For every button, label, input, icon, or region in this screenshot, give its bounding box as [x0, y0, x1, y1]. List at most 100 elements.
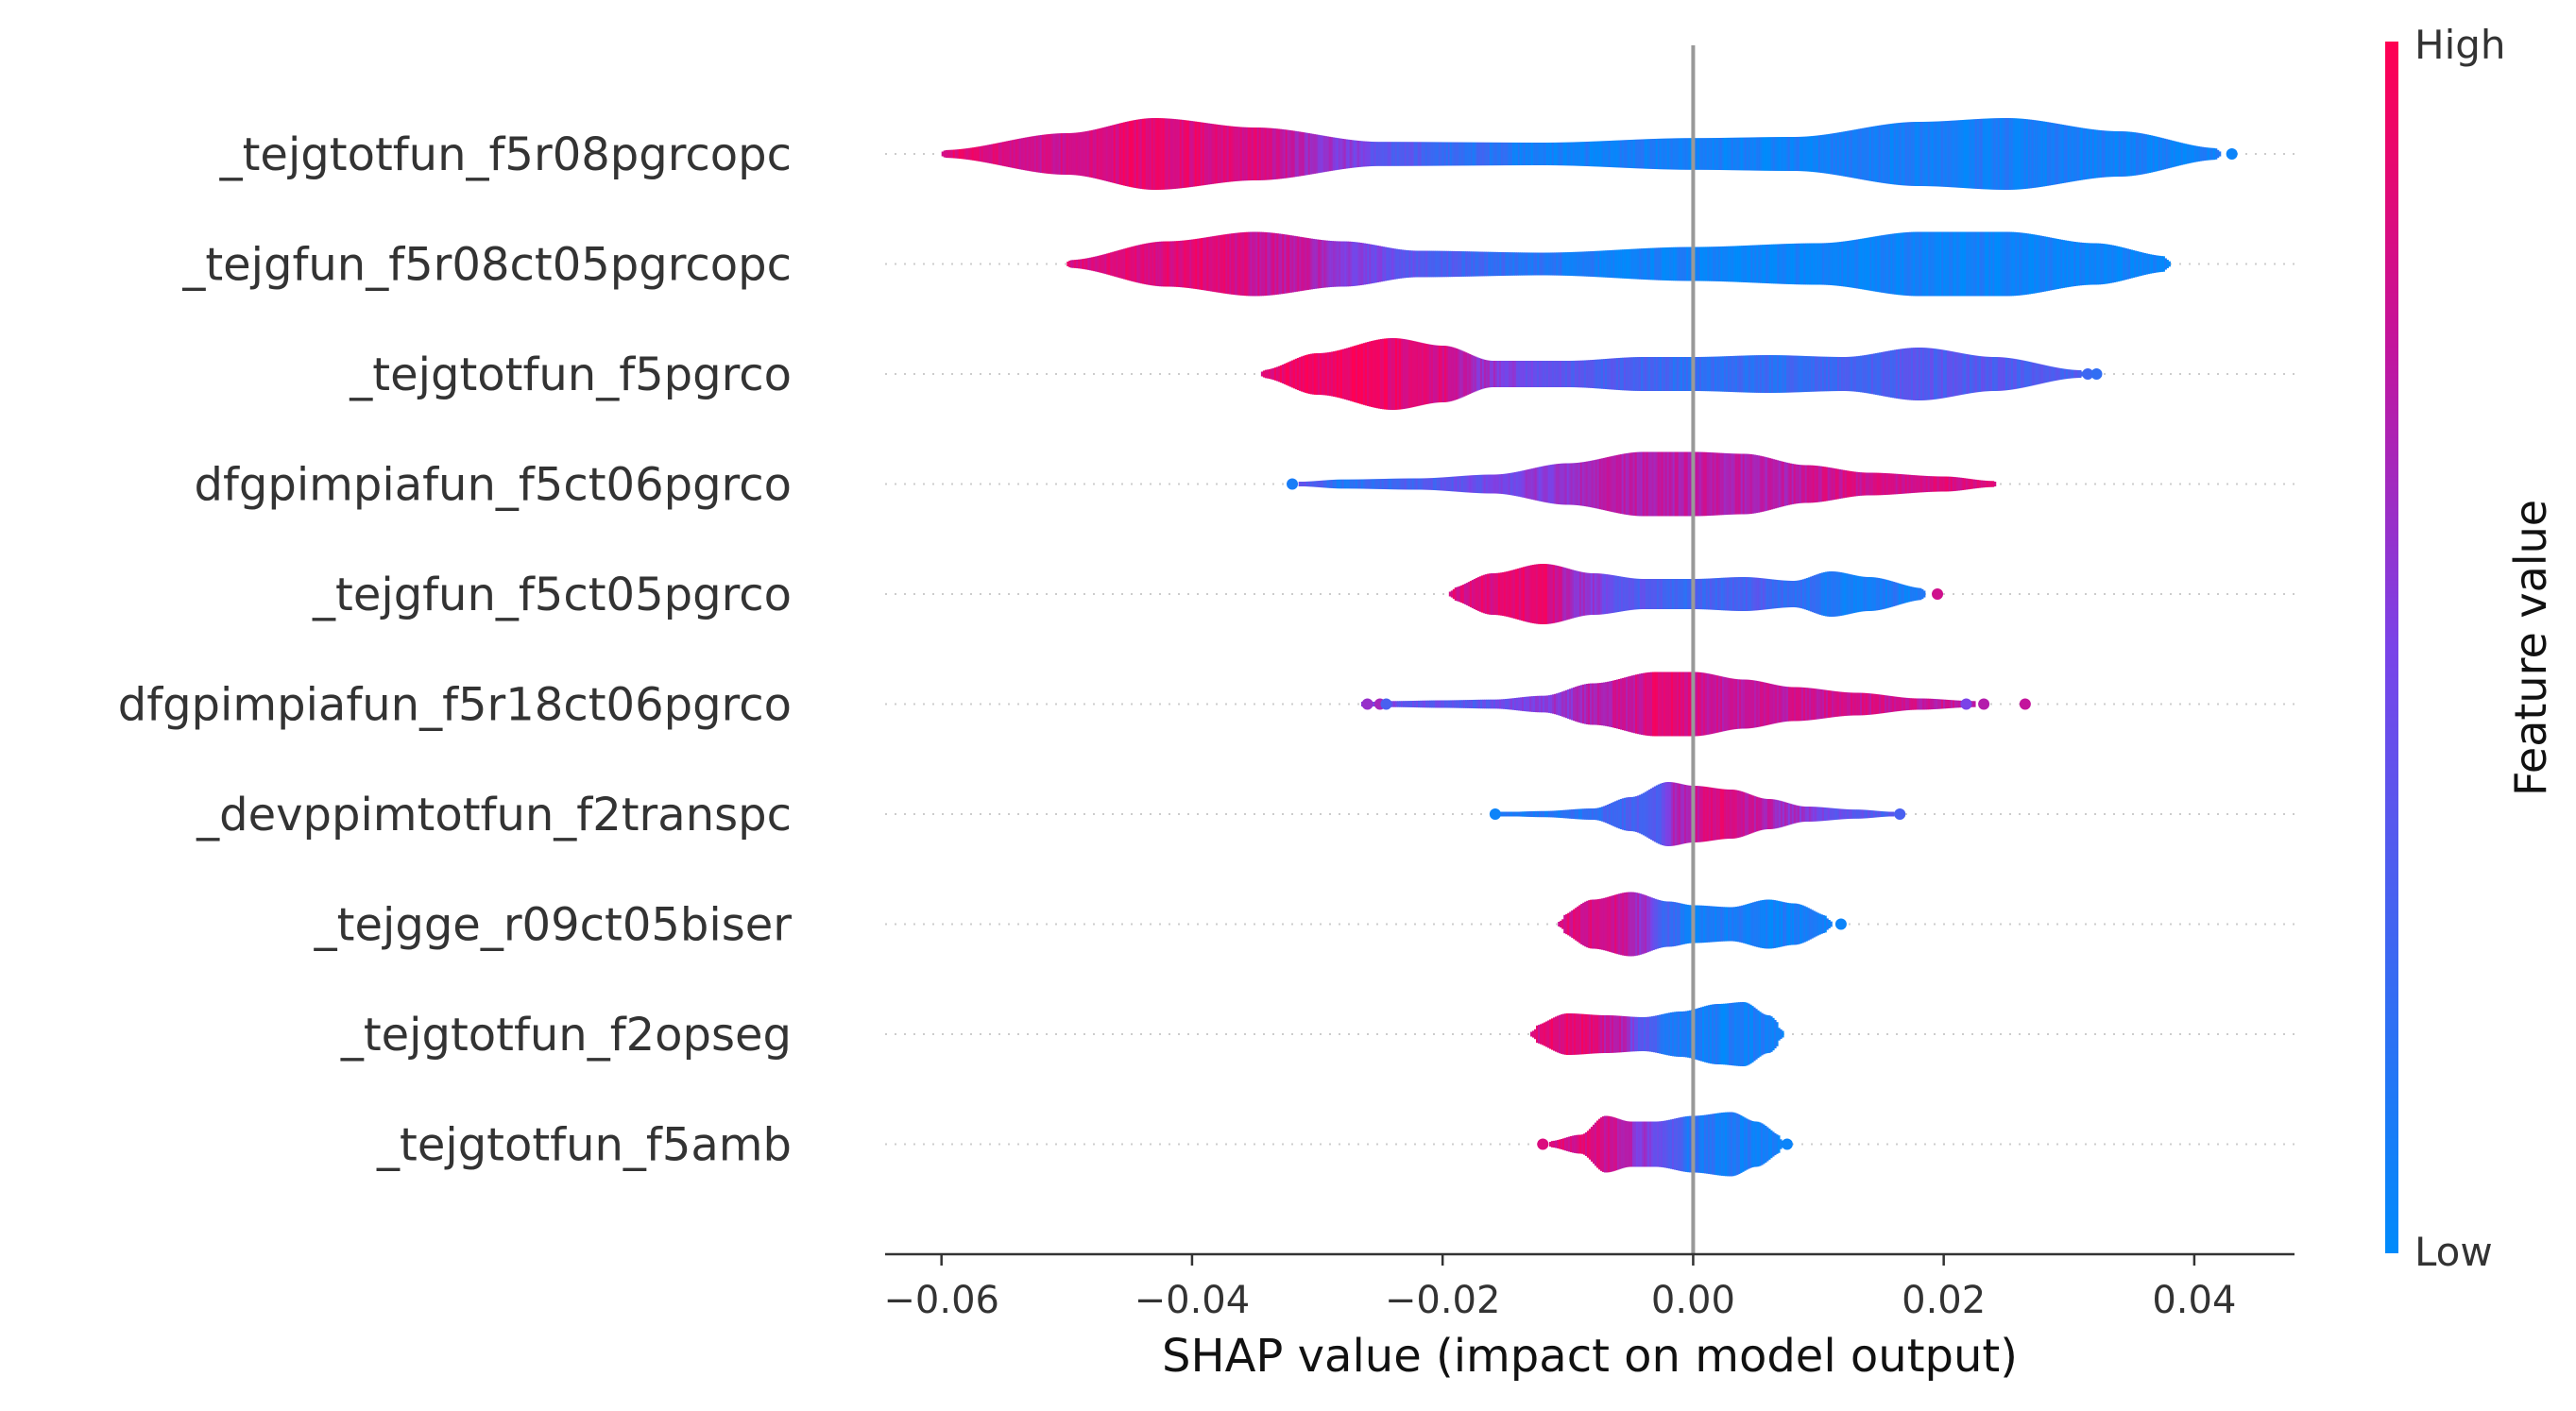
violin-strip	[1808, 465, 1812, 503]
violin-strip	[1695, 1009, 1697, 1060]
violin-strip	[1973, 231, 1976, 297]
violin-strip	[1220, 125, 1224, 183]
violin-strip	[1322, 480, 1326, 488]
violin-strip	[1188, 120, 1192, 188]
violin-strip	[1633, 892, 1636, 957]
violin-strip	[1853, 809, 1857, 819]
violin-strip	[1629, 452, 1632, 516]
violin-strip	[2107, 130, 2110, 178]
violin-strip	[1449, 142, 1453, 166]
violin-strip	[1596, 808, 1600, 821]
violin-strip	[2146, 134, 2150, 174]
violin-strip	[1612, 894, 1615, 954]
violin-strip	[1768, 799, 1772, 829]
violin-strip	[1993, 482, 1997, 486]
violin-strip	[1160, 118, 1164, 190]
violin-strip	[2022, 232, 2025, 296]
violin-strip	[1712, 356, 1715, 392]
violin-strip	[1595, 359, 1598, 389]
violin-strip	[1904, 474, 1908, 494]
violin-strip	[1734, 355, 1738, 393]
violin-strip	[1502, 142, 1506, 166]
violin-strip	[1904, 122, 1908, 186]
violin-strip	[1168, 118, 1171, 190]
violin-strip	[1725, 789, 1729, 840]
violin-strip	[1562, 809, 1566, 819]
violin-strip	[1552, 252, 1555, 276]
violin-strip	[1806, 136, 1810, 172]
violin-strip	[1821, 807, 1825, 822]
violin-strip	[1577, 1134, 1580, 1154]
violin-strip	[1559, 810, 1562, 818]
violin-strip	[1419, 700, 1423, 708]
violin-strip	[1868, 472, 1872, 496]
violin-strip	[1332, 479, 1336, 489]
violin-strip	[1605, 897, 1608, 951]
violin-strip	[1499, 572, 1503, 616]
violin-strip	[1333, 241, 1336, 287]
colorbar-title: Feature value	[2505, 500, 2556, 796]
violin-strip	[1857, 692, 1861, 716]
violin-strip	[1600, 807, 1604, 822]
violin-strip	[2107, 244, 2110, 284]
violin-strip	[1733, 1113, 1737, 1176]
violin-strip	[1498, 361, 1502, 387]
violin-strip	[1241, 127, 1245, 181]
violin-strip	[1606, 457, 1610, 511]
violin-strip	[2099, 129, 2103, 178]
violin-strip	[1449, 700, 1453, 708]
violin-strip	[2014, 118, 2018, 190]
violin-strip	[1910, 122, 1914, 186]
violin-strip	[1432, 700, 1436, 708]
violin-strip	[1891, 123, 1895, 185]
violin-strip	[1917, 587, 1920, 601]
violin-strip	[1766, 899, 1768, 949]
violin-strip	[2066, 240, 2069, 288]
violin-strip	[1768, 458, 1772, 510]
violin-strip	[1660, 900, 1663, 948]
violin-strip	[1458, 586, 1461, 603]
violin-strip	[1725, 356, 1729, 392]
violin-strip	[1543, 564, 1546, 624]
violin-strip	[1917, 231, 1919, 297]
violin-strip	[1797, 465, 1800, 503]
violin-strip	[1400, 142, 1404, 166]
violin-strip	[1611, 895, 1613, 953]
violin-strip	[1423, 142, 1426, 166]
violin-strip	[1430, 700, 1434, 708]
violin-strip	[1913, 586, 1917, 602]
violin-strip	[1983, 231, 1986, 297]
violin-strip	[1547, 695, 1551, 713]
violin-strip	[1652, 1121, 1656, 1167]
violin-strip	[1424, 344, 1428, 404]
violin-strip	[1817, 243, 1819, 285]
violin-strip	[1901, 122, 1904, 186]
violin-strip	[1957, 120, 1961, 188]
violin-strip	[1889, 124, 1893, 184]
violin-strip	[969, 147, 973, 161]
violin-strip	[1366, 141, 1370, 167]
violin-strip	[1642, 357, 1646, 391]
violin-strip	[1383, 142, 1387, 166]
violin-strip	[1254, 231, 1256, 297]
violin-strip	[1608, 681, 1612, 727]
violin-strip	[1488, 573, 1492, 615]
violin-strip	[1946, 476, 1950, 492]
violin-strip	[1723, 789, 1727, 840]
violin-strip	[1743, 246, 1746, 282]
violin-strip	[1766, 457, 1770, 511]
violin-strip	[1593, 460, 1596, 508]
violin-strip	[1764, 899, 1766, 949]
violin-strip	[1100, 128, 1103, 180]
violin-strip	[1667, 1119, 1671, 1169]
violin-strip	[1562, 142, 1566, 166]
violin-strip	[1640, 139, 1644, 169]
violin-strip	[2074, 369, 2078, 379]
violin-strip	[1311, 481, 1315, 487]
violin-strip	[1319, 135, 1322, 173]
violin-strip	[1242, 231, 1245, 297]
violin-strip	[1330, 137, 1334, 171]
violin-strip	[1658, 579, 1662, 609]
violin-strip	[1616, 575, 1620, 612]
violin-strip	[1825, 134, 1829, 174]
